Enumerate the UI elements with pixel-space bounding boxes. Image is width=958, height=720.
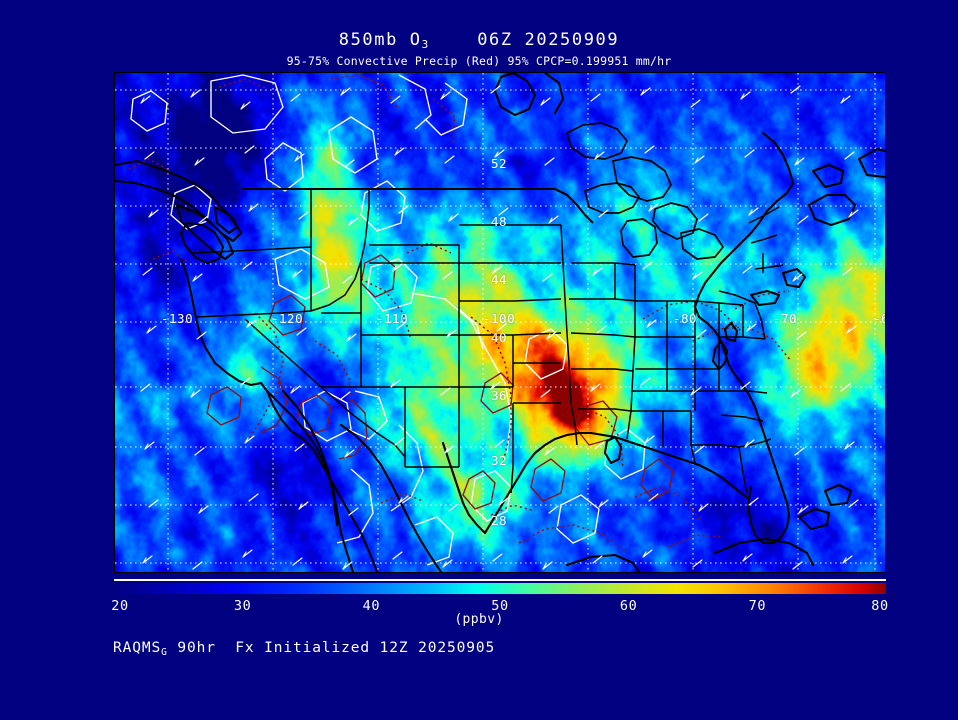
page-title: 850mb O3 06Z 20250909	[0, 30, 958, 51]
colorbar-units-label: (ppbv)	[454, 612, 504, 627]
page-title-subscript: 3	[421, 38, 430, 51]
footer-caption: RAQMSG 90hr Fx Initialized 12Z 20250905	[113, 640, 495, 658]
colorbar-tick-30: 30	[233, 598, 252, 614]
footer-forecast-info: 90hr Fx Initialized 12Z 20250905	[167, 640, 496, 656]
cpcp-95-contours	[128, 74, 792, 552]
footer-model-name: RAQMS	[113, 640, 162, 656]
map-vector-overlay	[115, 73, 885, 572]
geography-layer	[115, 73, 885, 572]
cpcp-75-contours	[130, 74, 646, 566]
forecast-map[interactable]: -130-120-110-100-80-70-60 52484440363228…	[114, 72, 886, 573]
footer-model-subscript: G	[161, 647, 168, 658]
colorbar-tick-20: 20	[111, 598, 129, 614]
page-subtitle: 95-75% Convective Precip (Red) 95% CPCP=…	[286, 54, 672, 68]
colorbar-top-rule	[114, 579, 886, 581]
colorbar-tick-50: 50	[491, 598, 509, 614]
longitude-gridlines	[167, 73, 876, 572]
colorbar-gradient	[114, 583, 886, 594]
colorbar[interactable]	[114, 579, 886, 595]
wind-barbs	[140, 85, 859, 570]
colorbar-tick-60: 60	[619, 598, 638, 614]
colorbar-tick-40: 40	[362, 598, 381, 614]
colorbar-tick-70: 70	[748, 598, 767, 614]
latitude-gridlines	[115, 89, 885, 564]
colorbar-tick-80: 80	[871, 598, 889, 614]
page-title-variable: 850mb O	[338, 30, 422, 50]
page-title-validtime: 06Z 20250909	[477, 30, 620, 50]
